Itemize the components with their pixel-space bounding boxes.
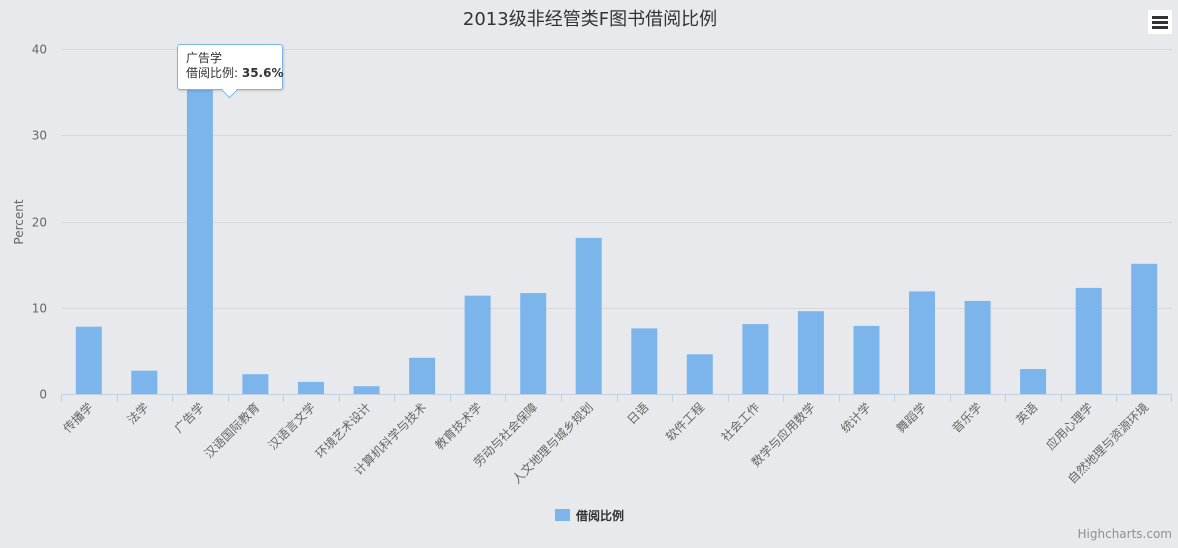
y-tick-label: 30: [32, 129, 47, 143]
bar[interactable]: [686, 354, 713, 394]
bar[interactable]: [520, 293, 547, 394]
x-tick-label: 汉语国际教育: [201, 400, 263, 462]
x-tick-label: 汉语言文学: [265, 400, 318, 453]
gridlines: [61, 49, 1172, 395]
bar[interactable]: [75, 326, 102, 394]
y-axis: 0 10 20 30 40: [32, 43, 47, 402]
bar[interactable]: [242, 374, 269, 394]
bars: [75, 86, 1158, 395]
y-tick-label: 20: [32, 216, 47, 230]
tooltip-series-label: 借阅比例:: [186, 66, 242, 80]
bar[interactable]: [1020, 369, 1047, 394]
bar[interactable]: [909, 291, 935, 394]
legend[interactable]: 借阅比例: [555, 508, 624, 523]
y-tick-label: 40: [32, 43, 47, 57]
x-tick-label: 法学: [124, 400, 152, 428]
x-tick-label: 音乐学: [949, 400, 985, 436]
chart-title: 2013级非经管类F图书借阅比例: [463, 9, 717, 30]
legend-swatch: [555, 509, 570, 521]
x-tick-label: 软件工程: [662, 400, 707, 445]
bar[interactable]: [631, 328, 658, 394]
bar[interactable]: [964, 300, 991, 394]
x-tick-label: 应用心理学: [1043, 400, 1096, 453]
hamburger-menu-icon-bar: [1152, 21, 1168, 24]
bar[interactable]: [131, 370, 158, 394]
x-tick-label: 广告学: [171, 400, 207, 436]
x-tick-label: 社会工作: [718, 400, 763, 445]
hamburger-menu-icon-bar: [1152, 26, 1168, 29]
x-tick-label: 统计学: [838, 400, 874, 436]
bar[interactable]: [742, 324, 769, 394]
x-tick-label: 英语: [1013, 400, 1040, 427]
bar[interactable]: [575, 237, 602, 394]
tooltip-line: 借阅比例: 35.6%: [186, 66, 284, 81]
x-tick-label: 传播学: [60, 400, 96, 436]
x-tick-label: 教育技术学: [432, 400, 485, 453]
y-tick-label: 0: [39, 388, 47, 402]
y-tick-label: 10: [32, 302, 47, 316]
legend-label: 借阅比例: [575, 508, 624, 523]
bar[interactable]: [797, 311, 824, 394]
bar[interactable]: [353, 386, 380, 394]
bar[interactable]: [1131, 263, 1158, 394]
bar[interactable]: [186, 86, 213, 395]
credits-link[interactable]: Highcharts.com: [1077, 527, 1172, 541]
bar[interactable]: [853, 325, 880, 394]
x-tick-label: 环境艺术设计: [312, 400, 374, 462]
tooltip-category: 广告学: [186, 51, 223, 65]
bar[interactable]: [409, 357, 436, 394]
export-menu-button[interactable]: [1148, 10, 1172, 34]
hamburger-menu-icon: [1152, 16, 1168, 19]
tooltip-value: 35.6%: [241, 66, 284, 80]
y-axis-title: Percent: [12, 199, 26, 244]
tooltip: 广告学 借阅比例: 35.6%: [177, 44, 284, 99]
bar[interactable]: [298, 381, 324, 394]
bar[interactable]: [1075, 287, 1102, 394]
x-tick-label: 日语: [625, 400, 652, 427]
bar[interactable]: [464, 295, 491, 394]
x-tick-label: 舞蹈学: [893, 400, 929, 436]
